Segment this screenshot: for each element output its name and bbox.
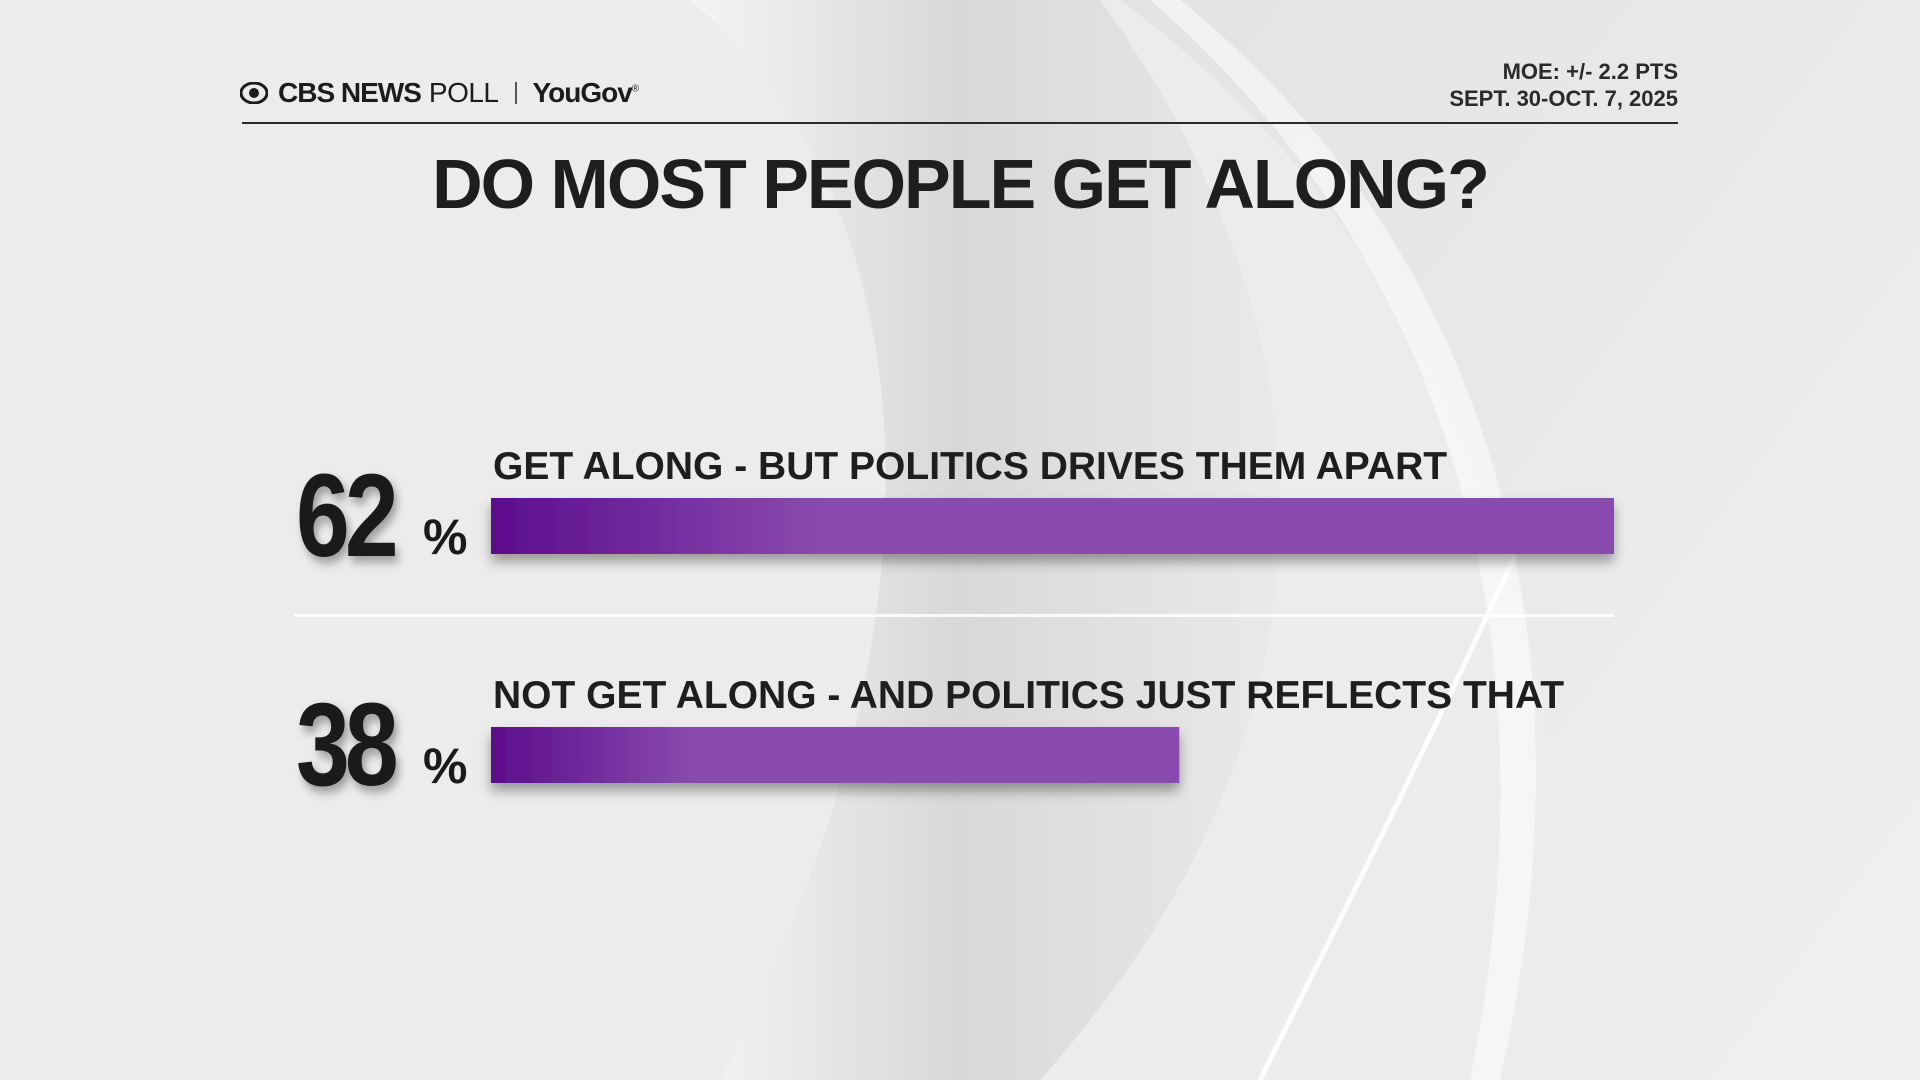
poll-dates: SEPT. 30-OCT. 7, 2025: [1449, 86, 1678, 111]
bar: [491, 727, 1180, 783]
brand-logo: CBS NEWS POLL YouGov®: [240, 77, 640, 108]
margin-of-error: MOE: +/- 2.2 PTS: [1502, 59, 1678, 84]
category-label: NOT GET ALONG - AND POLITICS JUST REFLEC…: [493, 674, 1564, 717]
header-divider: [242, 122, 1678, 124]
brand-poll: POLL: [428, 77, 499, 108]
page-title: DO MOST PEOPLE GET ALONG?: [432, 145, 1490, 223]
row-divider: [294, 614, 1614, 617]
cbs-eye-icon: [240, 82, 268, 104]
value-label: 62: [296, 449, 395, 581]
registered-mark: ®: [631, 83, 639, 95]
value-label: 38: [296, 678, 396, 810]
brand-cbs-news: CBS NEWS: [278, 77, 422, 108]
percent-sign: %: [423, 738, 467, 794]
percent-sign: %: [423, 509, 467, 565]
brand-separator: [514, 82, 517, 104]
bar: [491, 498, 1614, 554]
category-label: GET ALONG - BUT POLITICS DRIVES THEM APA…: [493, 445, 1447, 488]
brand-yougov: YouGov®: [532, 77, 640, 108]
poll-info: MOE: +/- 2.2 PTS SEPT. 30-OCT. 7, 2025: [1449, 58, 1678, 112]
